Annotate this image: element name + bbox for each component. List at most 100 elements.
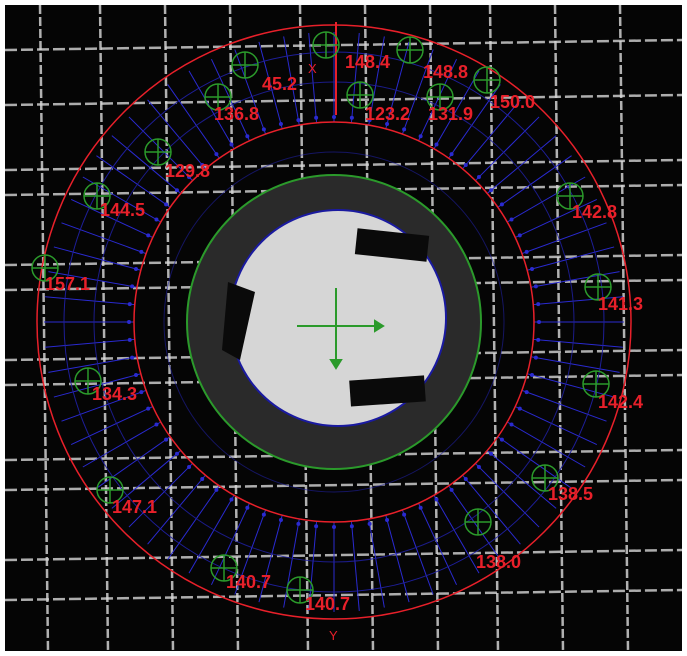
spoke [128,116,193,181]
spoke-tip [261,512,266,517]
spoke-tip [133,373,138,378]
spoke-tip [127,320,131,324]
spoke [308,521,318,611]
measurement: 140.7 [226,572,271,592]
spoke-tip [314,115,319,120]
spoke [147,474,206,545]
spoke [368,36,385,126]
measurement: 140.7 [305,594,350,614]
spoke-tip [174,451,179,456]
measurement: 150.0 [490,92,535,112]
spoke-tip [296,118,301,123]
spoke-tip [517,233,522,238]
spoke-tip [245,134,250,139]
spoke [515,406,598,446]
measurement: 138.0 [476,552,521,572]
spoke-tip [533,284,538,289]
spoke-tip [133,266,138,271]
wire [4,38,683,52]
measurement: 157.1 [45,274,90,294]
spoke [82,176,162,223]
spoke [448,84,501,159]
spoke [167,485,220,560]
spoke [385,515,410,603]
spoke [462,99,521,170]
spoke [53,373,141,398]
measurement: 45.2 [262,74,297,94]
measurement: 138.5 [548,484,593,504]
spoke-tip [164,202,169,207]
measure-points [31,31,612,604]
wire [4,93,683,107]
spoke-tip [130,355,135,360]
spoke-tip [463,477,468,482]
radial-spokes [44,32,624,612]
spoke [350,33,360,123]
shadow-bottom [349,375,426,407]
spoke [111,135,182,194]
spoke [401,49,434,135]
spoke-tip [524,249,529,254]
spoke-tip [476,464,481,469]
wire [4,478,683,492]
spoke [418,503,458,586]
spoke [167,84,220,159]
spoke [96,436,171,489]
spoke-tip [434,497,439,502]
spoke [433,70,480,150]
spoke [283,36,300,126]
spoke [53,246,141,271]
spoke-tip [200,477,205,482]
spoke [527,246,615,271]
spoke-tip [489,188,494,193]
spoke [96,155,171,208]
spoke [475,116,540,181]
spoke-tip [278,121,283,126]
spoke [521,389,607,422]
spoke-tip [139,390,144,395]
spoke-tip [146,406,151,411]
spoke-tip [261,127,266,132]
spoke-tip [367,521,372,526]
spoke-tip [229,142,234,147]
spoke-tip [509,422,514,427]
x-axis-label: X [308,61,317,76]
spoke-tip [278,518,283,523]
spoke [61,222,147,255]
spoke-tip [127,302,132,307]
scan-ring [163,151,505,493]
spoke-tip [296,521,301,526]
outer-circle [36,24,632,620]
spoke [506,421,586,468]
spoke [527,373,615,398]
spoke-tip [402,127,407,132]
spoke [188,70,235,150]
measurement: 131.9 [428,104,473,124]
wire [4,548,683,562]
spoke-tip [200,162,205,167]
scan-ring [63,51,605,593]
spoke-tip [449,487,454,492]
spoke [497,155,572,208]
spoke [48,356,138,373]
spoke-tip [174,188,179,193]
spoke-tip [214,487,219,492]
spoke-tip [367,118,372,123]
spoke [506,176,586,223]
spoke [258,515,283,603]
spoke-tip [214,152,219,157]
spoke-tip [154,422,159,427]
inner-circle [133,121,535,523]
wire [4,588,683,602]
spoke-tip [418,134,423,139]
spoke [128,463,193,528]
spoke [521,222,607,255]
spoke-tip [476,175,481,180]
measurement-labels: 148.4 148.8 45.2 150.0 136.8 123.2 131.9 129.8 1… [45,52,643,614]
spoke-tip [449,152,454,157]
spoke [258,41,283,129]
measurement: 148.4 [345,52,390,72]
spoke-tip [164,437,169,442]
spoke-tip [489,451,494,456]
